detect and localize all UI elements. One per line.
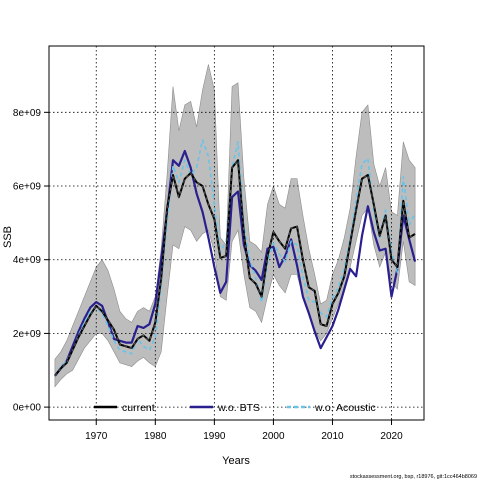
legend-label-wo-acoustic: w.o. Acoustic xyxy=(314,402,376,414)
x-axis: 1970 1980 1990 2000 2010 2020 xyxy=(85,420,403,442)
series-layer xyxy=(54,139,417,377)
y-axis-title: SSB xyxy=(2,226,14,248)
x-tick-label-2020: 2020 xyxy=(380,431,403,442)
legend: current w.o. BTS w.o. Acoustic xyxy=(94,402,376,414)
x-tick-label-1980: 1980 xyxy=(144,431,167,442)
series-line-w-o-acoustic xyxy=(54,139,416,377)
plot-frame xyxy=(48,45,425,421)
footer-credit: stockassessment.org, bsp, r18976, git:1c… xyxy=(350,474,477,480)
series-line-current-overlay xyxy=(54,158,416,377)
x-tick-label-1970: 1970 xyxy=(85,431,108,442)
y-tick-label-0e+00: 0e+00 xyxy=(13,403,42,414)
x-tick-label-2010: 2010 xyxy=(321,431,344,442)
x-tick-label-1990: 1990 xyxy=(203,431,226,442)
y-tick-label-2e+09: 2e+09 xyxy=(13,329,42,340)
legend-label-current: current xyxy=(122,402,155,414)
y-tick-label-8e+09: 8e+09 xyxy=(13,108,42,119)
y-tick-label-6e+09: 6e+09 xyxy=(13,182,42,193)
x-axis-title: Years xyxy=(222,455,250,467)
series-line-w-o-bts xyxy=(54,149,417,377)
y-axis: 0e+00 2e+09 4e+09 6e+09 8e+09 xyxy=(13,108,49,414)
x-tick-label-2000: 2000 xyxy=(262,431,285,442)
legend-label-wo-bts: w.o. BTS xyxy=(217,402,260,414)
confidence-band xyxy=(54,64,416,388)
y-tick-label-4e+09: 4e+09 xyxy=(13,255,42,266)
confidence-band-layer xyxy=(54,64,416,388)
